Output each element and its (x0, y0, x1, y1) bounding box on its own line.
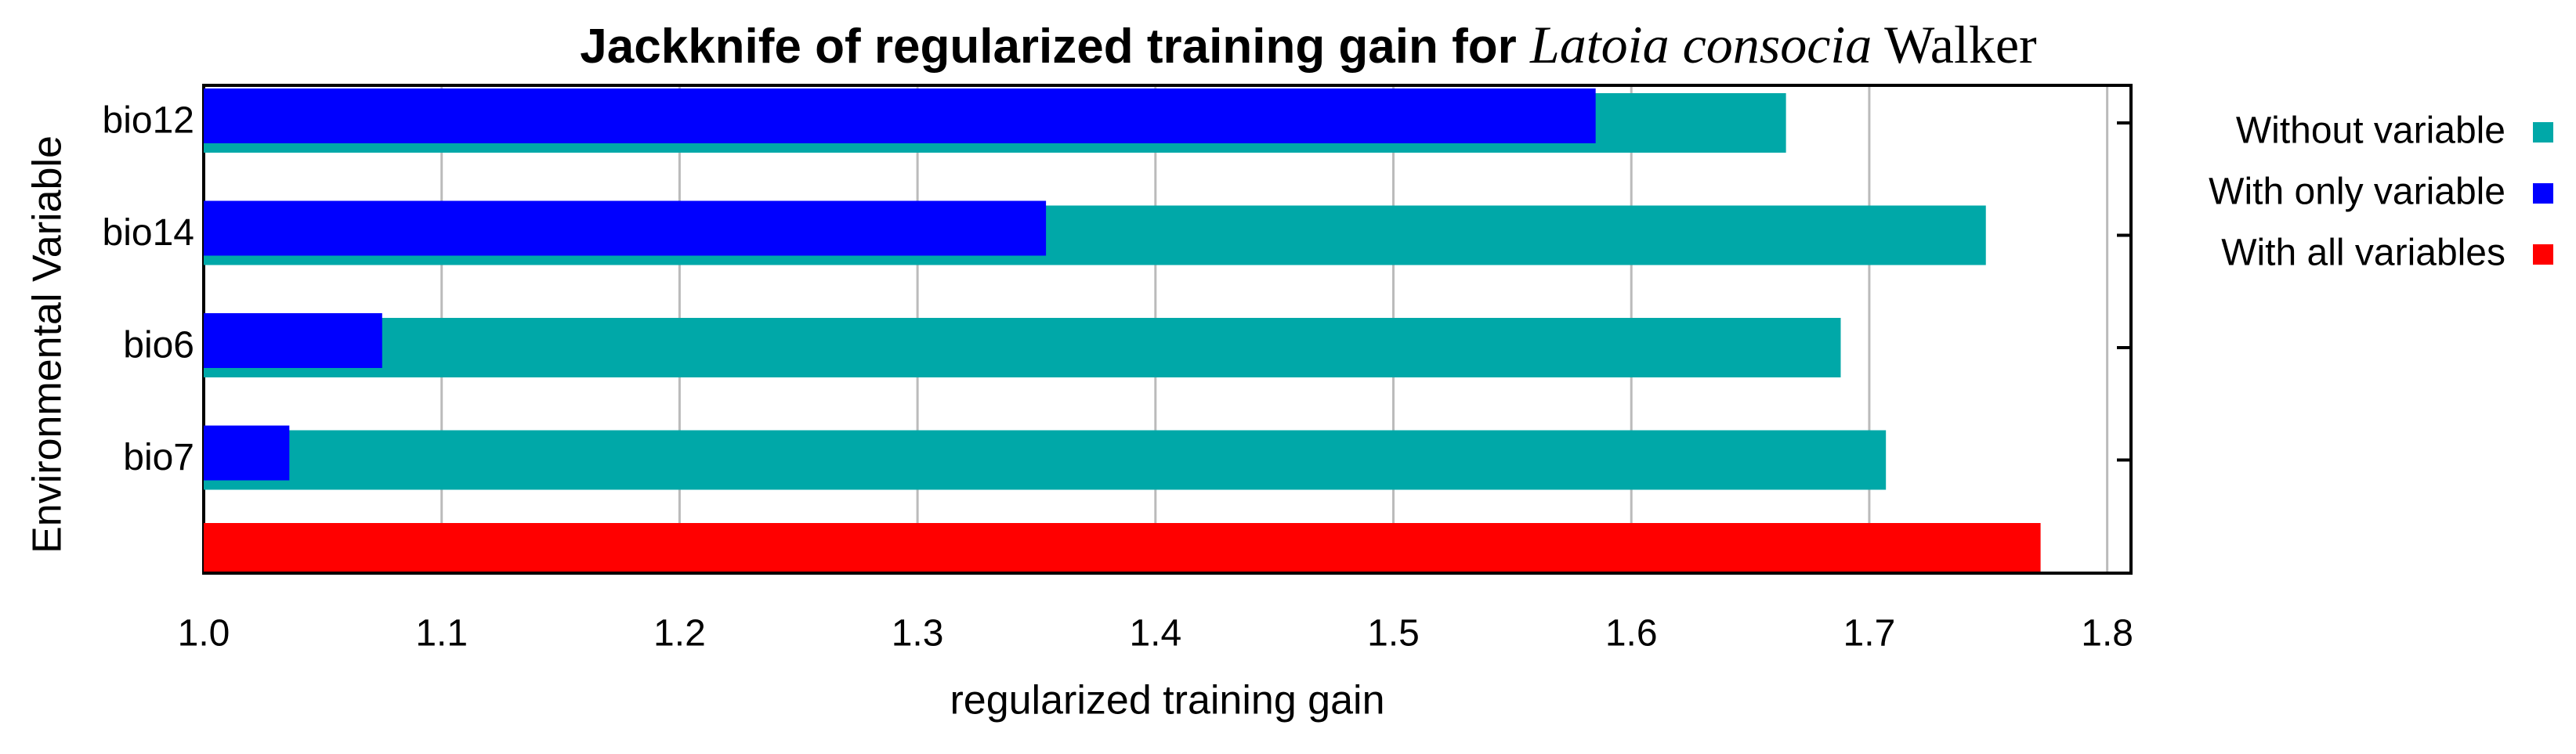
x-tick-label: 1.6 (1605, 613, 1658, 655)
x-tick-label: 1.7 (1843, 613, 1896, 655)
legend-label: With all variables (2221, 233, 2505, 274)
x-tick-label: 1.1 (415, 613, 468, 655)
x-tick-label: 1.4 (1129, 613, 1181, 655)
bar (204, 425, 290, 481)
legend-swatch (2533, 244, 2553, 265)
title-author: Walker (1872, 15, 2037, 74)
chart-title: Jackknife of regularized training gain f… (580, 15, 2037, 74)
x-tick-label: 1.8 (2081, 613, 2133, 655)
title-species: Latoia consocia (1529, 15, 1872, 74)
title-main: Jackknife of regularized training gain f… (580, 20, 1530, 74)
bar (204, 430, 1887, 490)
x-tick-label: 1.2 (653, 613, 706, 655)
y-axis-label: Environmental Variable (25, 135, 71, 554)
bar (204, 200, 1047, 256)
y-tick-label: bio7 (123, 437, 194, 478)
legend-swatch (2533, 122, 2553, 143)
y-tick-label: bio6 (123, 325, 194, 366)
x-tick-label: 1.0 (178, 613, 230, 655)
y-tick-label: bio12 (103, 100, 194, 142)
bar (204, 88, 1596, 143)
bar (204, 313, 382, 368)
x-axis-label: regularized training gain (950, 678, 1384, 723)
x-tick-label: 1.5 (1367, 613, 1420, 655)
legend-swatch (2533, 183, 2553, 204)
x-tick-label: 1.3 (892, 613, 944, 655)
legend-label: Without variable (2236, 110, 2505, 152)
bar (204, 523, 2041, 572)
legend-label: With only variable (2209, 171, 2505, 213)
bar (204, 318, 1841, 377)
y-tick-label: bio14 (103, 212, 194, 254)
